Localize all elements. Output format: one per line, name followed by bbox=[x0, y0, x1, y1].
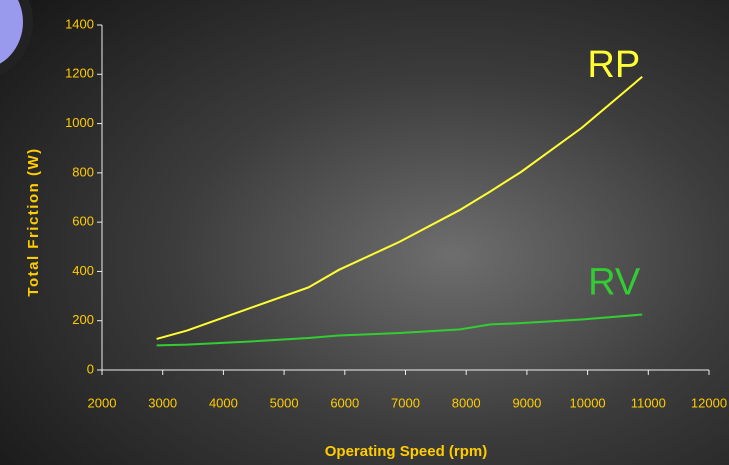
series-line bbox=[156, 75, 643, 340]
y-tick-label: 1400 bbox=[65, 16, 94, 31]
x-tick-label: 12000 bbox=[691, 395, 727, 410]
x-tick-label: 10000 bbox=[570, 395, 606, 410]
y-tick-label: 200 bbox=[72, 312, 94, 327]
y-tick-label: 1000 bbox=[65, 115, 94, 130]
x-tick-label: 6000 bbox=[330, 395, 359, 410]
y-tick-label: 600 bbox=[72, 214, 94, 229]
series-label: RP bbox=[587, 44, 640, 86]
x-tick-label: 4000 bbox=[209, 395, 238, 410]
series-line bbox=[156, 313, 643, 347]
y-axis-title: Total Friction (W) bbox=[25, 147, 42, 296]
x-tick-label: 2000 bbox=[88, 395, 117, 410]
y-tick-label: 1200 bbox=[65, 66, 94, 81]
x-tick-label: 3000 bbox=[148, 395, 177, 410]
x-tick-label: 11000 bbox=[631, 395, 666, 410]
x-tick-label: 9000 bbox=[512, 395, 541, 410]
x-tick-label: 5000 bbox=[270, 395, 299, 410]
x-tick-label: 7000 bbox=[391, 395, 420, 410]
y-tick-label: 0 bbox=[87, 361, 94, 376]
x-tick-label: 8000 bbox=[452, 395, 481, 410]
series-label: RV bbox=[588, 262, 641, 304]
decoration bbox=[0, 0, 33, 75]
y-tick-label: 800 bbox=[72, 164, 94, 179]
y-tick-label: 400 bbox=[72, 263, 94, 278]
x-axis-title: Operating Speed (rpm) bbox=[325, 443, 488, 460]
